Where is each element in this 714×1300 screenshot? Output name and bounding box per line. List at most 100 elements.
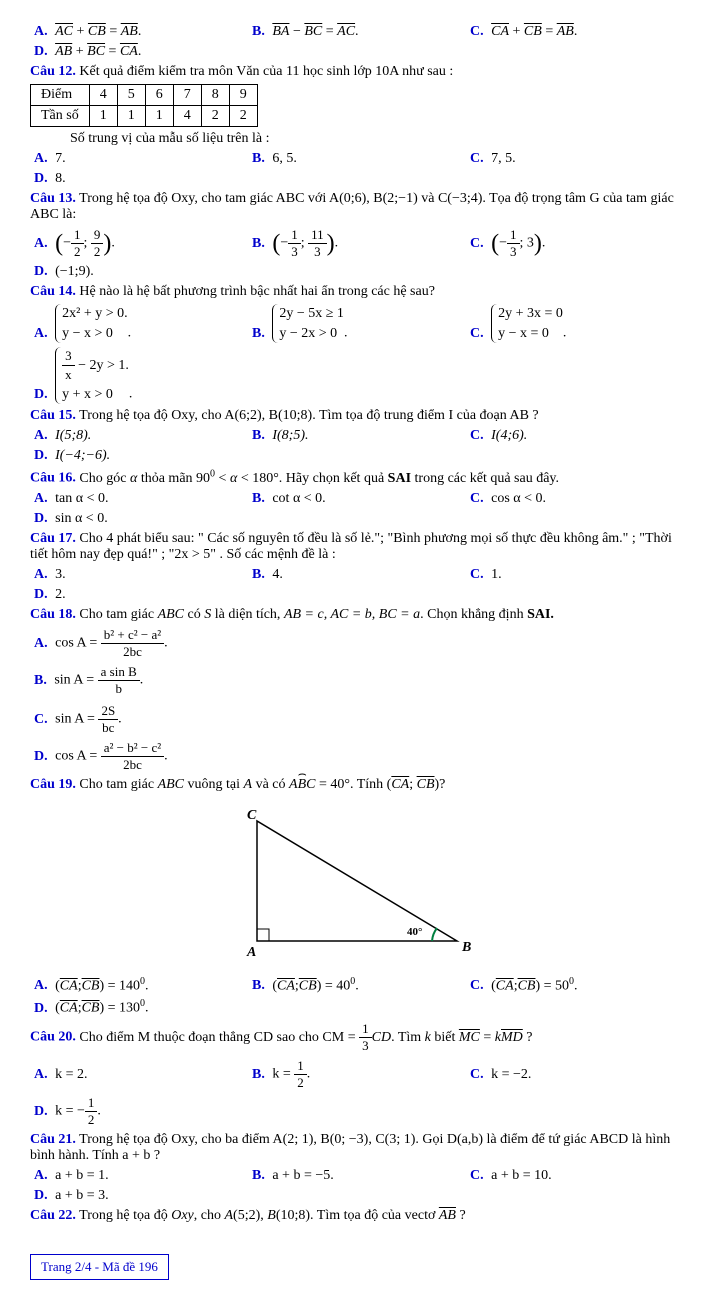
cell: 6 [145,85,173,106]
cell: 2 [201,106,229,127]
q11-B: B. BA − BC = AC. [248,22,466,42]
q20-D: D. k = −12. [30,1093,684,1130]
q18-A: A. cos A = b² + c² − a²2bc. [30,625,684,662]
q16-B: cot α < 0. [272,491,325,506]
q20-C: C. k = −2. [466,1065,684,1085]
q18-text: Cho tam giác ABC có S là diện tích, AB =… [79,607,554,622]
q14-C: C. 2y + 3x = 0y − x = 0. [466,302,684,345]
q14-label: Câu 14. [30,284,76,299]
q20-label: Câu 20. [30,1030,76,1045]
q14: Câu 14. Hệ nào là hệ bất phương trình bậ… [30,284,684,406]
q15-label: Câu 15. [30,408,76,423]
q17-B: 4. [272,567,283,582]
q19-B: B. (CA;CB) = 400. [248,974,466,997]
q16-C: cos α < 0. [491,491,546,506]
q12-D: 8. [55,171,66,186]
cell: 5 [117,85,145,106]
q11-C: C. CA + CB = AB. [466,22,684,42]
q11-options: A. AC + CB = AB. B. BA − BC = AC. C. CA … [30,22,684,62]
cell: 4 [173,106,201,127]
q22: Câu 22. Trong hệ tọa độ Oxy, cho A(5;2),… [30,1208,684,1224]
q18-D: D. cos A = a² − b² − c²2bc. [30,738,684,775]
q15-A: I(5;8). [55,428,91,443]
q17-C: 1. [491,567,502,582]
cell: 7 [173,85,201,106]
q19-label: Câu 19. [30,777,76,792]
q16-A: tan α < 0. [55,491,108,506]
q17-D: 2. [55,587,66,602]
q14-B: B. 2y − 5x ≥ 1y − 2x > 0. [248,302,466,345]
q11-D: D. AB + BC = CA. [30,42,684,62]
q14-D: D. 3x − 2y > 1.y + x > 0. [30,345,684,406]
q18-B: B. sin A = a sin Bb. [30,662,684,699]
q17-text: Cho 4 phát biểu sau: " Các số nguyên tố … [30,531,672,562]
q13-D: D. (−1;9). [30,262,684,282]
q13-C: C. (−13; 3). [466,225,684,262]
q11-A: A. AC + CB = AB. [30,22,248,42]
q12-table: Điểm 4 5 6 7 8 9 Tần số 1 1 1 4 2 2 [30,84,258,127]
q21-label: Câu 21. [30,1132,76,1147]
cell: 1 [89,106,117,127]
q15-B: I(8;5). [272,428,308,443]
cell: 8 [201,85,229,106]
q21-A: a + b = 1. [55,1168,109,1183]
q21-D: a + b = 3. [55,1188,109,1203]
q21: Câu 21. Trong hệ tọa độ Oxy, cho ba điểm… [30,1132,684,1206]
cell: Tần số [31,106,90,127]
q21-B: a + b = −5. [272,1168,333,1183]
cell: Điểm [31,85,90,106]
q12-C: 7, 5. [491,151,516,166]
q13-B: B. (−13; 113). [248,225,466,262]
q16: Câu 16. Cho góc α thỏa mãn 900 < α < 180… [30,468,684,529]
q19-A: A. (CA;CB) = 1400. [30,974,248,997]
q20-B: B. k = 12. [248,1056,466,1093]
q15-D: I(−4;−6). [55,448,110,463]
q13-A: A. (−12; 92). [30,225,248,262]
cell: 9 [229,85,257,106]
q12-label: Câu 12. [30,64,76,79]
q20-A: A. k = 2. [30,1065,248,1085]
q20: Câu 20. Cho điểm M thuộc đoạn thẳng CD s… [30,1021,684,1130]
q18: Câu 18. Cho tam giác ABC có S là diện tí… [30,607,684,775]
svg-text:B: B [461,940,471,955]
q19-text: Cho tam giác ABC vuông tại A và có ABC =… [79,777,445,792]
q16-label: Câu 16. [30,471,76,486]
q13-text: Trong hệ tọa độ Oxy, cho tam giác ABC vớ… [30,191,674,222]
q17-A: 3. [55,567,66,582]
q12-B: 6, 5. [272,151,297,166]
q12: Câu 12. Kết quả điểm kiểm tra môn Văn củ… [30,64,684,189]
q21-C: a + b = 10. [491,1168,552,1183]
svg-text:40°: 40° [407,926,422,938]
q19: Câu 19. Cho tam giác ABC vuông tại A và … [30,777,684,1019]
q16-text: Cho góc α thỏa mãn 900 < α < 180°. Hãy c… [79,471,559,486]
triangle-figure: C A B 40° [30,801,684,966]
svg-text:A: A [246,945,256,960]
q21-text: Trong hệ tọa độ Oxy, cho ba điểm A(2; 1)… [30,1132,670,1163]
q19-C: C. (CA;CB) = 500. [466,974,684,997]
q15: Câu 15. Trong hệ tọa độ Oxy, cho A(6;2),… [30,408,684,466]
q12-sub: Số trung vị của mẫu số liệu trên là : [70,131,684,147]
q18-C: C. sin A = 2Sbc. [30,701,684,738]
q15-text: Trong hệ tọa độ Oxy, cho A(6;2), B(10;8)… [79,408,538,423]
q15-C: I(4;6). [491,428,527,443]
page-footer: Trang 2/4 - Mã đề 196 [30,1254,169,1280]
q19-D: D. (CA;CB) = 1300. [30,996,684,1019]
q16-D: sin α < 0. [55,511,108,526]
q17-label: Câu 17. [30,531,76,546]
q12-A: 7. [55,151,66,166]
q22-text: Trong hệ tọa độ Oxy, cho A(5;2), B(10;8)… [79,1208,466,1223]
cell: 4 [89,85,117,106]
q22-label: Câu 22. [30,1208,76,1223]
cell: 1 [117,106,145,127]
q13: Câu 13. Trong hệ tọa độ Oxy, cho tam giá… [30,191,684,282]
q14-A: A. 2x² + y > 0.y − x > 0. [30,302,248,345]
q13-label: Câu 13. [30,191,76,206]
q14-text: Hệ nào là hệ bất phương trình bậc nhất h… [79,284,435,299]
cell: 2 [229,106,257,127]
q12-text: Kết quả điểm kiểm tra môn Văn của 11 học… [79,64,453,79]
q20-text: Cho điểm M thuộc đoạn thẳng CD sao cho C… [79,1030,532,1045]
q17: Câu 17. Cho 4 phát biểu sau: " Các số ng… [30,531,684,605]
cell: 1 [145,106,173,127]
q18-label: Câu 18. [30,607,76,622]
svg-text:C: C [247,808,257,823]
